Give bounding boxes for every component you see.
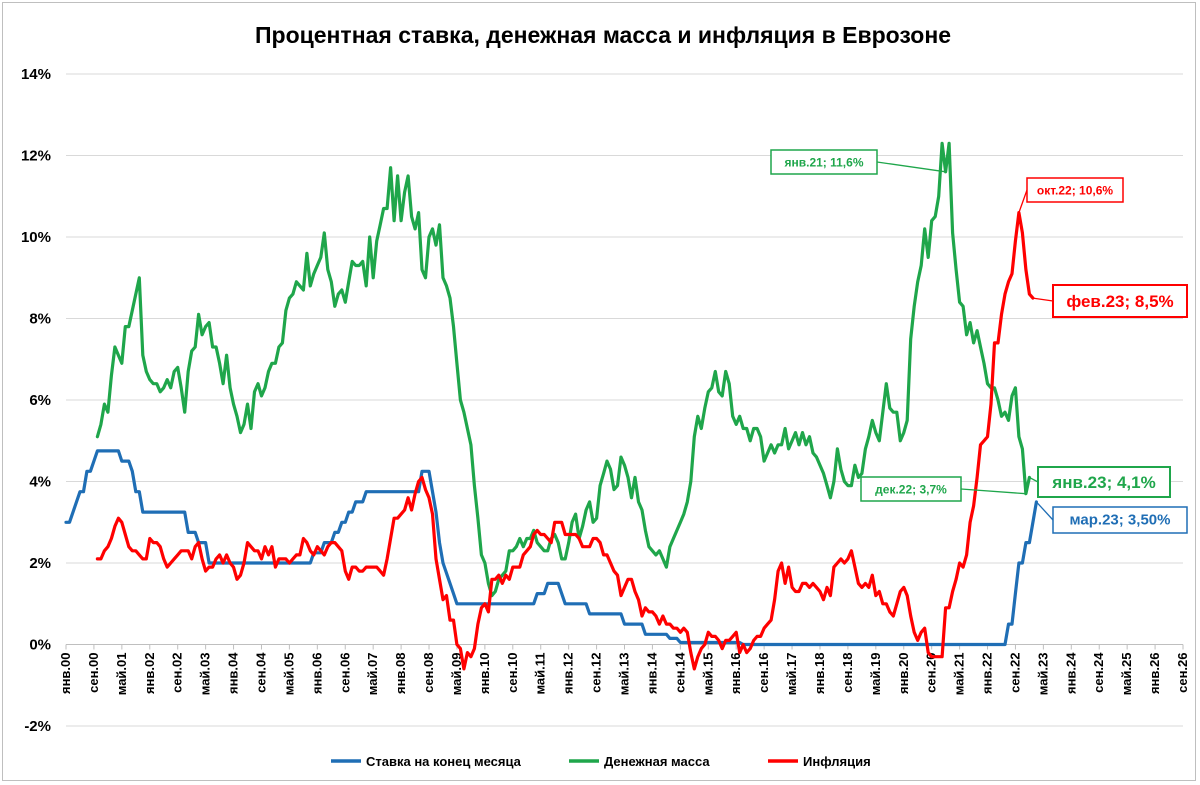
x-tick-label: янв.26 [1147,653,1162,695]
y-tick-label: 6% [29,392,51,409]
x-tick-label: сен.14 [672,652,687,693]
x-tick-label: янв.24 [1063,652,1078,694]
y-tick-label: 0% [29,637,51,654]
annotation-label: окт.22; 10,6% [1037,184,1114,198]
x-tick-label: янв.10 [477,653,492,695]
annotation-leader [1018,189,1028,213]
legend-label-3: Инфляция [803,754,871,769]
annotation-blue-mar23: мар.23; 3,50% [1035,501,1188,534]
annotation-box [770,149,878,175]
x-tick-label: сен.22 [1007,652,1022,692]
legend: Ставка на конец месяца Денежная масса Инфл… [331,754,871,769]
x-tick-label: янв.12 [561,653,576,695]
series-lines [64,141,1038,671]
x-tick-label: янв.20 [896,653,911,695]
x-tick-label: май.11 [533,653,548,695]
y-tick-label: 10% [21,229,51,246]
x-tick-label: янв.18 [812,653,827,695]
series-line-3 [95,211,1035,671]
annotation-green-peak: янв.21; 11,6% [770,149,946,175]
annotation-green-jan23: янв.23; 4,1% [1029,466,1171,498]
x-tick-label: май.13 [617,653,632,696]
annotation-leader [876,161,946,173]
y-axis: -2% 0% 2% 4% 6% 8% 10% 12% 14% [21,66,51,735]
x-tick-label: янв.08 [393,653,408,695]
y-tick-label: 14% [21,66,51,83]
y-tick-label: 2% [29,555,51,572]
x-tick-label: сен.20 [924,653,939,693]
annotation-leader [1035,501,1054,521]
x-tick-label: сен.04 [253,652,268,693]
x-tick-label: сен.02 [170,653,185,693]
x-tick-label: сен.16 [756,653,771,693]
x-tick-label: сен.26 [1175,653,1190,693]
annotation-label: дек.22; 3,7% [875,483,947,497]
x-axis: янв.00 сен.00 май.01 янв.02 сен.02 май.03 янв.… [58,644,1190,696]
legend-label-1: Ставка на конец месяца [366,754,522,769]
annotation-label: фев.23; 8,5% [1066,292,1173,311]
x-tick-label: сен.08 [421,653,436,693]
annotation-box [860,476,962,502]
x-tick-label: май.25 [1119,653,1134,696]
x-tick-label: сен.06 [337,653,352,693]
x-tick-label: май.17 [784,653,799,696]
x-tick-label: янв.22 [980,653,995,695]
x-tick-label: янв.14 [644,652,659,694]
annotation-label: янв.21; 11,6% [784,156,863,170]
x-tick-label: май.21 [952,653,967,696]
x-tick-label: сен.00 [86,653,101,693]
line-chart: Процентная ставка, денежная масса и инфл… [21,22,1190,769]
x-tick-label: май.09 [449,653,464,696]
annotation-label: мар.23; 3,50% [1070,512,1171,529]
x-tick-label: май.05 [281,653,296,696]
chart-title: Процентная ставка, денежная масса и инфл… [255,22,951,48]
x-tick-label: май.07 [365,653,380,696]
data-annotations: янв.21; 11,6% дек.22; 3,7% янв.23; 4,1% окт… [770,149,1188,534]
annotation-label: янв.23; 4,1% [1051,473,1155,492]
y-tick-label: 8% [29,311,51,328]
x-tick-label: янв.02 [142,653,157,695]
y-tick-label: 4% [29,474,51,491]
annotation-box [1037,466,1171,498]
x-tick-label: янв.00 [58,653,73,695]
annotation-red-feb23: фев.23; 8,5% [1032,284,1188,318]
x-tick-label: сен.18 [840,653,855,693]
annotation-leader [1029,476,1039,483]
series-line-2 [95,141,1031,598]
legend-label-2: Денежная масса [604,754,710,769]
x-tick-label: сен.24 [1091,652,1106,693]
y-tick-label: -2% [24,718,51,735]
x-tick-label: май.23 [1035,653,1050,696]
x-tick-label: сен.12 [589,653,604,693]
annotation-box [1026,177,1124,203]
annotation-green-dec22: дек.22; 3,7% [860,476,1026,502]
annotation-leader [960,488,1026,495]
x-tick-label: янв.06 [309,653,324,695]
x-tick-label: сен.10 [505,653,520,693]
x-tick-label: янв.04 [226,652,241,694]
x-tick-label: май.19 [868,653,883,696]
y-tick-label: 12% [21,148,51,165]
x-tick-label: май.03 [198,653,213,696]
annotation-leader [1032,297,1054,302]
x-tick-label: янв.16 [728,653,743,695]
annotation-box [1052,284,1188,318]
annotation-box [1052,506,1188,534]
annotation-red-peak: окт.22; 10,6% [1018,177,1124,213]
x-tick-label: май.15 [700,653,715,696]
x-tick-label: май.01 [114,653,129,696]
